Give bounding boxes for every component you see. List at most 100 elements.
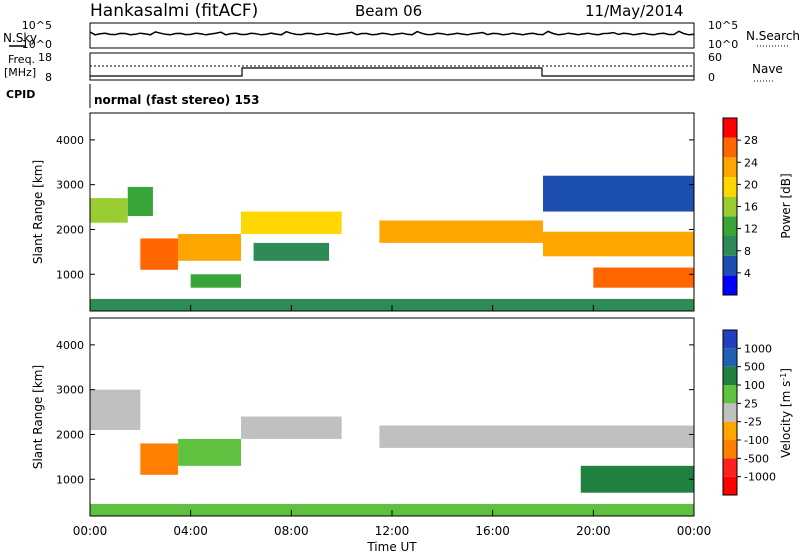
power-ylabel: Slant Range [km] [31, 160, 45, 264]
power-band-8 [543, 231, 694, 257]
power-colorbar-swatch-2 [723, 236, 737, 256]
velocity-data [90, 389, 694, 516]
velocity-colorbar-tick-label-2: 100 [744, 379, 765, 392]
nsky-label: N.Sky [3, 31, 37, 45]
velocity-colorbar-swatch-6 [723, 366, 737, 385]
power-data [90, 175, 694, 311]
power-y-ticks: 1000 2000 3000 4000 [56, 134, 694, 281]
velocity-ylabel: Slant Range [km] [31, 365, 45, 469]
xtick-label-0: 00:00 [73, 524, 108, 538]
power-band-1 [127, 186, 153, 217]
noise-sky-line [89, 30, 695, 36]
power-ytick-label-0: 1000 [56, 268, 84, 281]
velocity-ytick-label-3: 4000 [56, 339, 84, 352]
velocity-band-6 [580, 465, 694, 493]
time-axis: 00:00 04:00 08:00 12:00 16:00 20:00 00:00 [73, 305, 712, 538]
power-colorbar-tick-label-3: 16 [744, 201, 758, 214]
nave-label: Nave [752, 62, 783, 76]
velocity-colorbar-tick-label-7: -1000 [744, 471, 776, 484]
power-band-9 [543, 175, 694, 212]
power-colorbar-swatch-4 [723, 196, 737, 217]
velocity-colorbar-swatch-5 [723, 385, 737, 404]
nave-tick-high: 60 [708, 51, 722, 64]
xtick-label-1: 04:00 [173, 524, 208, 538]
freq-label: Freq. [8, 53, 35, 66]
velocity-panel: 1000 2000 3000 4000 [56, 317, 695, 517]
velocity-colorbar-frame [722, 329, 738, 496]
nsky-tick-low: 10^0 [22, 38, 52, 51]
power-colorbar-tick-label-2: 20 [744, 178, 758, 191]
nsearch-tick-high: 10^5 [708, 19, 738, 32]
velocity-colorbar-tick-label-3: 25 [744, 397, 758, 410]
velocity-y-ticks: 1000 2000 3000 4000 [56, 339, 694, 486]
velocity-colorbar-swatch-7 [723, 348, 737, 367]
power-colorbar-tick-label-0: 28 [744, 134, 758, 147]
power-band-11 [90, 298, 694, 311]
power-ytick-label-3: 4000 [56, 134, 84, 147]
velocity-colorbar-tick-label-5: -100 [744, 434, 769, 447]
power-colorbar-swatch-8 [723, 118, 737, 138]
x-axis-label: Time UT [366, 540, 417, 554]
power-colorbar-tick-label-1: 24 [744, 156, 758, 169]
power-band-7 [379, 220, 543, 243]
noise-panel [89, 22, 695, 49]
xtick-label-6: 00:00 [677, 524, 712, 538]
station-title: Hankasalmi (fitACF) [90, 1, 258, 21]
power-colorbar-swatch-6 [723, 157, 737, 177]
nsearch-tick-low: 10^0 [708, 38, 738, 51]
nave-tick-low: 0 [708, 71, 715, 84]
power-ytick-label-1: 2000 [56, 223, 84, 236]
nsky-tick-high: 10^5 [22, 19, 52, 32]
velocity-band-0 [90, 389, 141, 430]
xtick-label-5: 20:00 [576, 524, 611, 538]
power-colorbar-ticks: 28 24 20 16 12 8 4 [737, 134, 758, 280]
velocity-colorbar-tick-label-6: -500 [744, 452, 769, 465]
power-colorbar-tick-label-5: 8 [744, 245, 751, 258]
xtick-label-2: 08:00 [274, 524, 309, 538]
velocity-colorbar [723, 330, 737, 495]
freq-line [90, 67, 694, 77]
power-band-2 [140, 238, 179, 270]
velocity-colorbar-swatch-0 [723, 476, 737, 495]
beam-title: Beam 06 [355, 2, 422, 20]
velocity-band-5 [543, 425, 694, 448]
xtick-label-4: 16:00 [475, 524, 510, 538]
velocity-colorbar-swatch-1 [723, 458, 737, 477]
velocity-ytick-label-0: 1000 [56, 473, 84, 486]
power-ytick-label-2: 3000 [56, 179, 84, 192]
cpid-label: CPID [6, 88, 35, 101]
velocity-colorbar-swatch-2 [723, 440, 737, 459]
velocity-ytick-label-2: 3000 [56, 384, 84, 397]
date-title: 11/May/2014 [585, 2, 683, 20]
velocity-band-2 [178, 438, 241, 466]
power-band-6 [253, 242, 330, 261]
freq-tick-low: 8 [45, 71, 52, 84]
power-band-10 [593, 267, 694, 288]
velocity-colorbar-swatch-8 [723, 330, 737, 349]
freq-unit-label: [MHz] [4, 66, 36, 79]
power-band-5 [241, 211, 342, 234]
velocity-colorbar-tick-label-4: -25 [744, 416, 762, 429]
power-colorbar-label: Power [dB] [779, 173, 793, 238]
power-colorbar-swatch-3 [723, 216, 737, 236]
power-colorbar-swatch-1 [723, 255, 737, 276]
power-band-4 [190, 274, 241, 288]
nsearch-label: N.Search [746, 29, 800, 43]
power-colorbar-tick-label-4: 12 [744, 223, 758, 236]
power-colorbar-swatch-5 [723, 177, 737, 197]
velocity-colorbar-tick-label-1: 500 [744, 361, 765, 374]
freq-tick-high: 18 [38, 51, 52, 64]
velocity-colorbar-label: Velocity [m s-1] [779, 368, 794, 458]
power-colorbar-swatch-0 [723, 275, 737, 295]
power-colorbar-tick-label-6: 4 [744, 267, 751, 280]
xtick-label-3: 12:00 [375, 524, 410, 538]
velocity-band-3 [241, 416, 342, 439]
velocity-band-1 [140, 443, 179, 475]
cpid-text: normal (fast stereo) 153 [94, 93, 260, 107]
power-band-3 [178, 233, 241, 261]
velocity-colorbar-swatch-4 [723, 403, 737, 422]
power-band-0 [90, 198, 128, 223]
power-panel: 1000 2000 3000 4000 [56, 112, 695, 312]
power-colorbar-swatch-7 [723, 137, 737, 158]
